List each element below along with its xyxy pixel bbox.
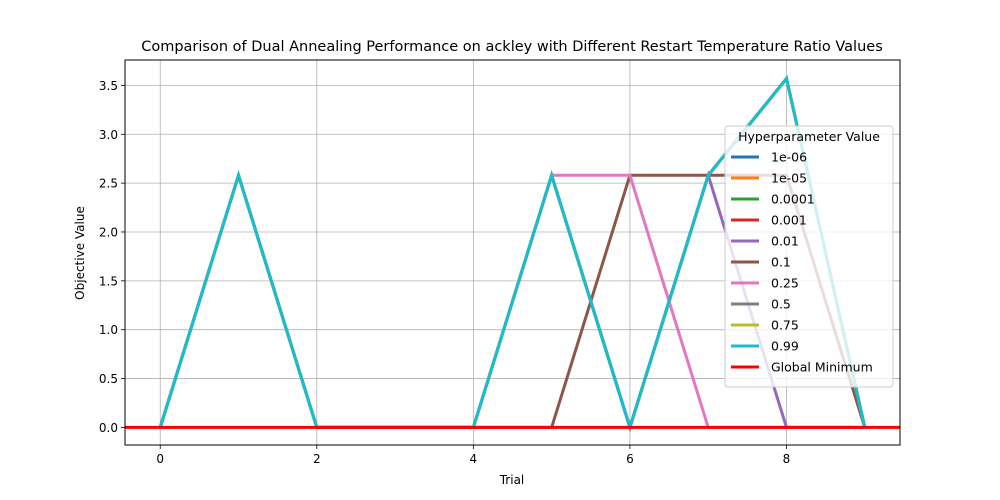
- x-tick-label: 0: [156, 452, 164, 466]
- y-tick-label: 1.0: [99, 323, 118, 337]
- y-axis-label: Objective Value: [73, 206, 87, 300]
- legend-label: 1e-06: [771, 150, 807, 165]
- y-tick-label: 2.5: [99, 177, 118, 191]
- axis-ticks: 0 2 4 6 8 0.0 0.5 1.0 1.5 2.0 2.5 3.0 3.5: [99, 79, 790, 466]
- chart-title: Comparison of Dual Annealing Performance…: [141, 39, 883, 55]
- legend-label: 0.99: [771, 339, 799, 354]
- legend-label: 0.0001: [771, 192, 815, 207]
- legend-box: [724, 125, 894, 388]
- legend-label: 0.5: [771, 297, 791, 312]
- x-tick-label: 8: [783, 452, 791, 466]
- legend-label: Global Minimum: [771, 360, 873, 375]
- y-tick-label: 0.0: [99, 421, 118, 435]
- legend-label: 0.75: [771, 318, 799, 333]
- legend: Hyperparameter Value 1e-06 1e-05 0.0001 0.00…: [724, 125, 894, 388]
- legend-label: 1e-05: [771, 171, 807, 186]
- x-tick-label: 6: [626, 452, 634, 466]
- plot-frame: [124, 59, 901, 446]
- x-tick-label: 4: [470, 452, 478, 466]
- legend-label: 0.01: [771, 234, 799, 249]
- legend-title: Hyperparameter Value: [738, 129, 880, 144]
- x-tick-label: 2: [313, 452, 321, 466]
- legend-label: 0.001: [771, 213, 807, 228]
- y-tick-label: 3.0: [99, 128, 118, 142]
- y-tick-label: 1.5: [99, 274, 118, 288]
- legend-label: 0.25: [771, 276, 799, 291]
- y-tick-label: 0.5: [99, 372, 118, 386]
- y-tick-label: 3.5: [99, 79, 118, 93]
- legend-label: 0.1: [771, 255, 791, 270]
- y-tick-label: 2.0: [99, 225, 118, 239]
- x-axis-label: Trial: [499, 473, 525, 487]
